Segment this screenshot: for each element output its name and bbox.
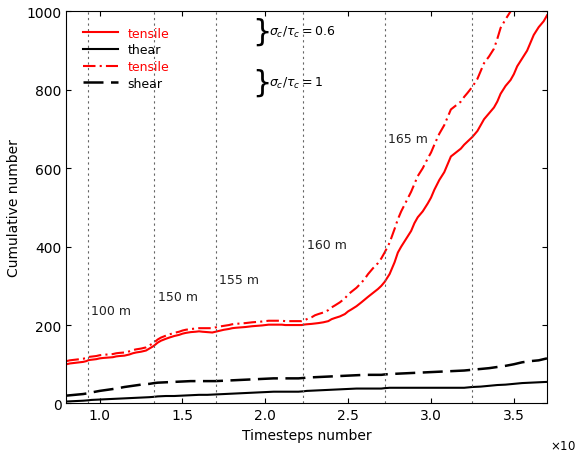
Text: $\sigma_c/\tau_c = 1$: $\sigma_c/\tau_c = 1$ bbox=[269, 75, 323, 91]
Legend: tensile, thear, tensile, shear: tensile, thear, tensile, shear bbox=[78, 23, 174, 96]
Text: 150 m: 150 m bbox=[157, 291, 198, 304]
Text: 165 m: 165 m bbox=[388, 132, 428, 146]
Text: $\times 10$: $\times 10$ bbox=[550, 439, 576, 452]
Y-axis label: Cumulative number: Cumulative number bbox=[7, 139, 21, 277]
X-axis label: Timesteps number: Timesteps number bbox=[242, 428, 371, 442]
Text: 160 m: 160 m bbox=[307, 238, 347, 251]
Text: }: } bbox=[252, 68, 272, 97]
Text: 155 m: 155 m bbox=[219, 273, 259, 286]
Text: }: } bbox=[252, 17, 272, 46]
Text: $\sigma_c/\tau_c = 0.6$: $\sigma_c/\tau_c = 0.6$ bbox=[269, 25, 335, 40]
Text: 100 m: 100 m bbox=[92, 304, 131, 318]
